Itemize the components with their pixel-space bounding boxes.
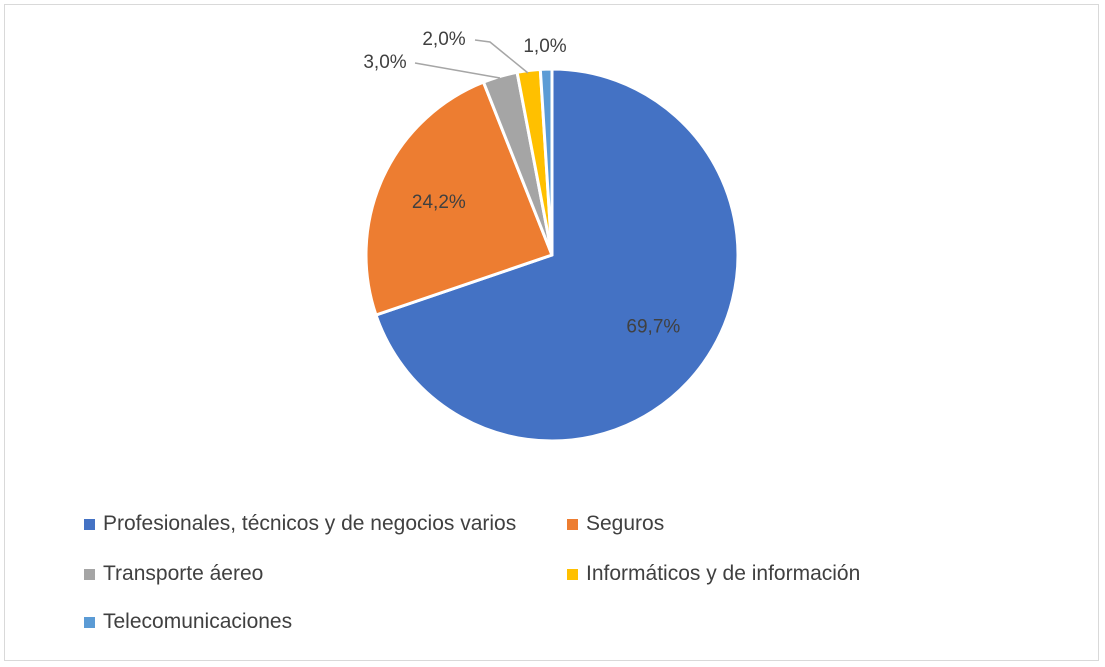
pie-slice-telecomunicaciones <box>538 67 554 257</box>
leader-lines <box>414 39 529 79</box>
legend-swatch-seguros <box>567 518 578 530</box>
legend-item-informaticos: Informáticos y de información <box>567 562 860 586</box>
legend-item-profesionales: Profesionales, técnicos y de negocios va… <box>84 512 516 536</box>
legend-label-seguros: Seguros <box>586 512 665 535</box>
pie-slices <box>364 67 740 443</box>
legend-label-profesionales: Profesionales, técnicos y de negocios va… <box>103 512 517 535</box>
legend-label-telecomunicaciones: Telecomunicaciones <box>103 610 293 633</box>
data-label-informaticos: 2,0% <box>422 29 465 50</box>
legend-swatch-profesionales <box>84 518 95 530</box>
legend-label-transporte-aereo: Transporte áereo <box>103 562 264 585</box>
data-label-seguros: 24,2% <box>412 192 466 213</box>
data-labels: 69,7% 24,2% 3,0% 2,0% 1,0% <box>363 29 680 338</box>
legend-label-informaticos: Informáticos y de información <box>586 562 861 585</box>
pie-slice-profesionales <box>374 67 740 443</box>
legend-item-telecomunicaciones: Telecomunicaciones <box>84 610 292 634</box>
legend-item-transporte-aereo: Transporte áereo <box>84 562 263 586</box>
legend-item-seguros: Seguros <box>567 512 664 536</box>
leader-line-transporte-aereo <box>414 62 501 79</box>
legend-swatch-informaticos <box>567 568 578 580</box>
data-label-transporte-aereo: 3,0% <box>363 52 406 73</box>
leader-line-informaticos <box>474 39 529 74</box>
legend-swatch-telecomunicaciones <box>84 616 95 628</box>
data-label-telecomunicaciones: 1,0% <box>523 36 566 57</box>
data-label-profesionales: 69,7% <box>626 317 680 338</box>
legend-swatch-transporte-aereo <box>84 568 95 580</box>
